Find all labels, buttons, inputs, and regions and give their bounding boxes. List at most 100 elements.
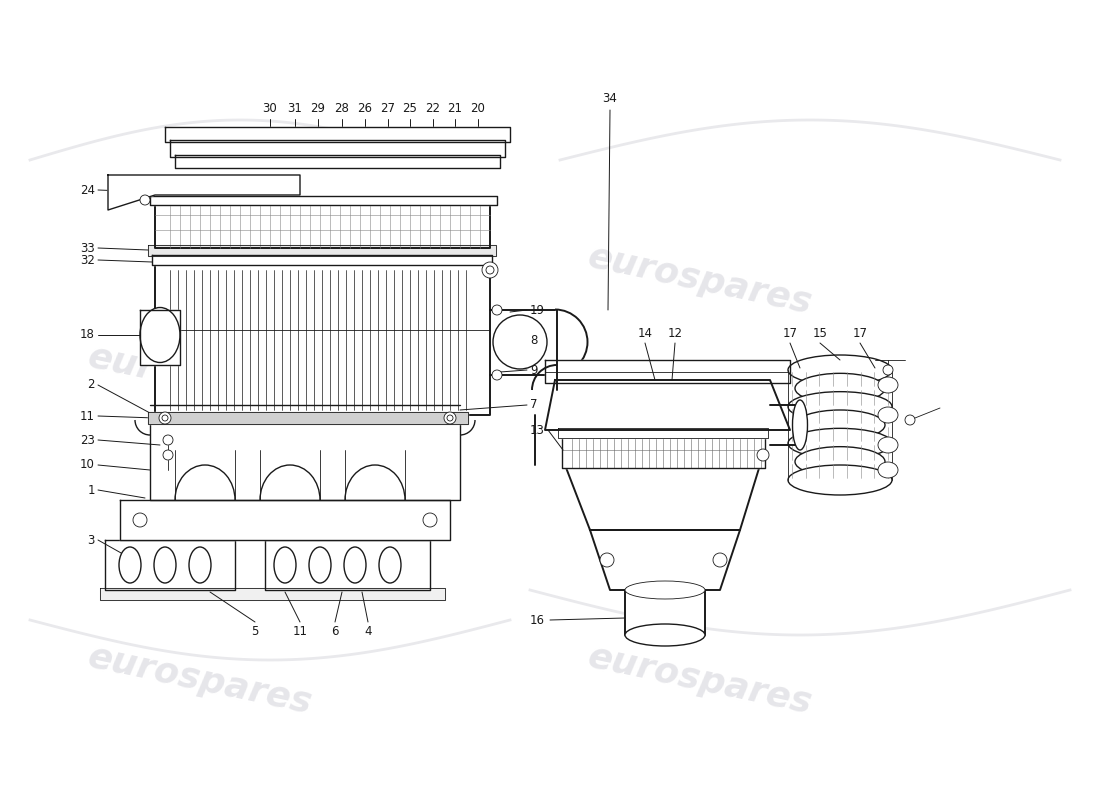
- Polygon shape: [148, 412, 468, 424]
- Text: eurospares: eurospares: [585, 240, 815, 320]
- Text: 12: 12: [668, 327, 682, 340]
- Text: eurospares: eurospares: [85, 340, 316, 420]
- Ellipse shape: [274, 547, 296, 583]
- Polygon shape: [165, 127, 510, 142]
- Text: 29: 29: [310, 102, 326, 115]
- Ellipse shape: [878, 462, 898, 478]
- Circle shape: [482, 262, 498, 278]
- Text: 32: 32: [80, 254, 95, 266]
- Polygon shape: [558, 428, 768, 438]
- Circle shape: [162, 415, 168, 421]
- Circle shape: [486, 266, 494, 274]
- Text: 15: 15: [813, 327, 827, 340]
- Ellipse shape: [788, 465, 892, 495]
- Ellipse shape: [309, 547, 331, 583]
- Polygon shape: [265, 540, 430, 590]
- Polygon shape: [152, 255, 492, 265]
- Ellipse shape: [344, 547, 366, 583]
- Text: eurospares: eurospares: [85, 640, 316, 720]
- Text: 1: 1: [88, 483, 95, 497]
- Polygon shape: [100, 588, 446, 600]
- Ellipse shape: [154, 547, 176, 583]
- Text: 11: 11: [80, 410, 95, 422]
- Text: 33: 33: [80, 242, 95, 254]
- Ellipse shape: [379, 547, 401, 583]
- Text: 7: 7: [530, 398, 538, 411]
- Text: 25: 25: [403, 102, 417, 115]
- Circle shape: [160, 412, 170, 424]
- Ellipse shape: [788, 392, 892, 422]
- Circle shape: [447, 415, 453, 421]
- Polygon shape: [148, 245, 496, 256]
- Text: 20: 20: [471, 102, 485, 115]
- Polygon shape: [625, 590, 705, 635]
- Text: 27: 27: [381, 102, 396, 115]
- Circle shape: [600, 553, 614, 567]
- Text: 18: 18: [80, 329, 95, 342]
- Polygon shape: [562, 435, 764, 468]
- Circle shape: [133, 513, 147, 527]
- Ellipse shape: [788, 428, 892, 458]
- Polygon shape: [108, 175, 300, 210]
- Polygon shape: [170, 140, 505, 157]
- Text: 24: 24: [80, 183, 95, 197]
- Polygon shape: [150, 420, 460, 500]
- Circle shape: [757, 449, 769, 461]
- Text: 9: 9: [530, 363, 538, 377]
- Polygon shape: [590, 530, 740, 590]
- Ellipse shape: [119, 547, 141, 583]
- Ellipse shape: [625, 581, 705, 599]
- Ellipse shape: [878, 377, 898, 393]
- Polygon shape: [155, 200, 490, 248]
- Text: 5: 5: [251, 625, 258, 638]
- Text: 11: 11: [293, 625, 308, 638]
- Polygon shape: [104, 540, 235, 590]
- Polygon shape: [565, 465, 760, 530]
- Circle shape: [883, 365, 893, 375]
- Polygon shape: [175, 155, 500, 168]
- Text: 2: 2: [88, 378, 95, 391]
- Text: eurospares: eurospares: [585, 640, 815, 720]
- Text: 16: 16: [530, 614, 544, 626]
- Ellipse shape: [795, 410, 886, 440]
- Text: 30: 30: [263, 102, 277, 115]
- Text: 8: 8: [530, 334, 538, 346]
- Text: 3: 3: [88, 534, 95, 546]
- Circle shape: [424, 513, 437, 527]
- Text: 19: 19: [530, 303, 544, 317]
- Ellipse shape: [788, 355, 892, 385]
- Text: 21: 21: [448, 102, 462, 115]
- Polygon shape: [155, 260, 490, 415]
- Text: 31: 31: [287, 102, 303, 115]
- Polygon shape: [544, 380, 790, 430]
- Text: 10: 10: [80, 458, 95, 471]
- Ellipse shape: [792, 400, 807, 450]
- Circle shape: [493, 315, 547, 369]
- Text: 34: 34: [603, 92, 617, 105]
- Text: 28: 28: [334, 102, 350, 115]
- Circle shape: [444, 412, 456, 424]
- Circle shape: [492, 305, 502, 315]
- Text: 14: 14: [638, 327, 652, 340]
- Ellipse shape: [795, 374, 886, 403]
- Text: 26: 26: [358, 102, 373, 115]
- Text: 6: 6: [331, 625, 339, 638]
- Text: 17: 17: [782, 327, 797, 340]
- Ellipse shape: [189, 547, 211, 583]
- Polygon shape: [150, 196, 497, 205]
- Text: 13: 13: [530, 423, 544, 437]
- Circle shape: [713, 553, 727, 567]
- Ellipse shape: [878, 407, 898, 423]
- Text: 17: 17: [852, 327, 868, 340]
- Polygon shape: [140, 310, 180, 365]
- Ellipse shape: [625, 624, 705, 646]
- Circle shape: [492, 370, 502, 380]
- Polygon shape: [544, 360, 790, 383]
- Text: 4: 4: [364, 625, 372, 638]
- Ellipse shape: [140, 307, 180, 362]
- Circle shape: [905, 415, 915, 425]
- Text: 22: 22: [426, 102, 440, 115]
- Text: 23: 23: [80, 434, 95, 446]
- Ellipse shape: [795, 446, 886, 477]
- Circle shape: [163, 435, 173, 445]
